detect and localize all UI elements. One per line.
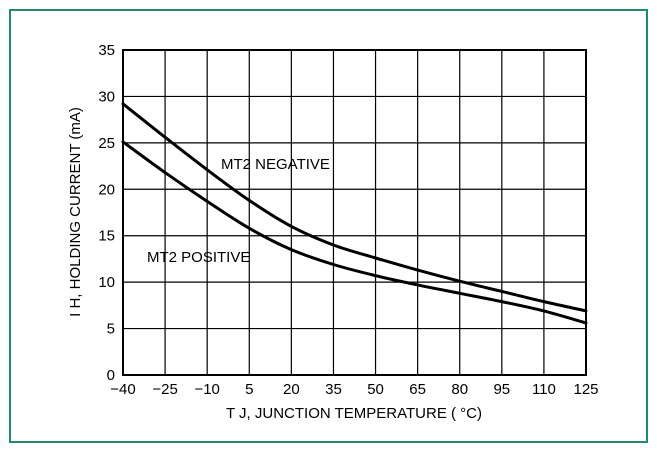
series-line-mt2-positive	[121, 140, 588, 325]
y-tick-label: 30	[98, 88, 115, 105]
y-tick-label: 10	[98, 274, 115, 291]
series-line-mt2-negative	[121, 102, 588, 313]
y-axis-label: I H, HOLDING CURRENT (mA)	[67, 107, 84, 317]
y-tick-label: 25	[98, 135, 115, 152]
x-axis-label: T J, JUNCTION TEMPERATURE ( °C)	[226, 405, 482, 422]
x-tick-label: 95	[493, 381, 510, 398]
annotation-mt2-positive: MT2 POSITIVE	[147, 249, 250, 266]
x-tick-label: −40	[110, 381, 135, 398]
x-tick-label: 5	[245, 381, 253, 398]
x-tick-label: 35	[325, 381, 342, 398]
annotation-mt2-negative: MT2 NEGATIVE	[221, 156, 330, 173]
y-tick-label: 20	[98, 181, 115, 198]
x-tick-label: 80	[451, 381, 468, 398]
grid	[122, 49, 587, 376]
x-tick-label: 65	[409, 381, 426, 398]
y-tick-label: 35	[98, 42, 115, 59]
x-tick-label: 125	[573, 381, 598, 398]
y-tick-label: 0	[107, 367, 115, 384]
x-tick-label: 20	[283, 381, 300, 398]
y-tick-label: 5	[107, 321, 115, 338]
x-tick-label: −25	[152, 381, 177, 398]
x-tick-labels: −40 −25 −10 5 20 35 50 65 80 95 110 125	[110, 381, 598, 398]
plot-area	[122, 49, 587, 376]
x-tick-label: 50	[367, 381, 384, 398]
y-tick-labels: 0 5 10 15 20 25 30 35	[98, 42, 115, 384]
y-tick-label: 15	[98, 228, 115, 245]
x-tick-label: 110	[532, 381, 556, 398]
series-group	[121, 102, 588, 325]
x-tick-label: −10	[194, 381, 219, 398]
